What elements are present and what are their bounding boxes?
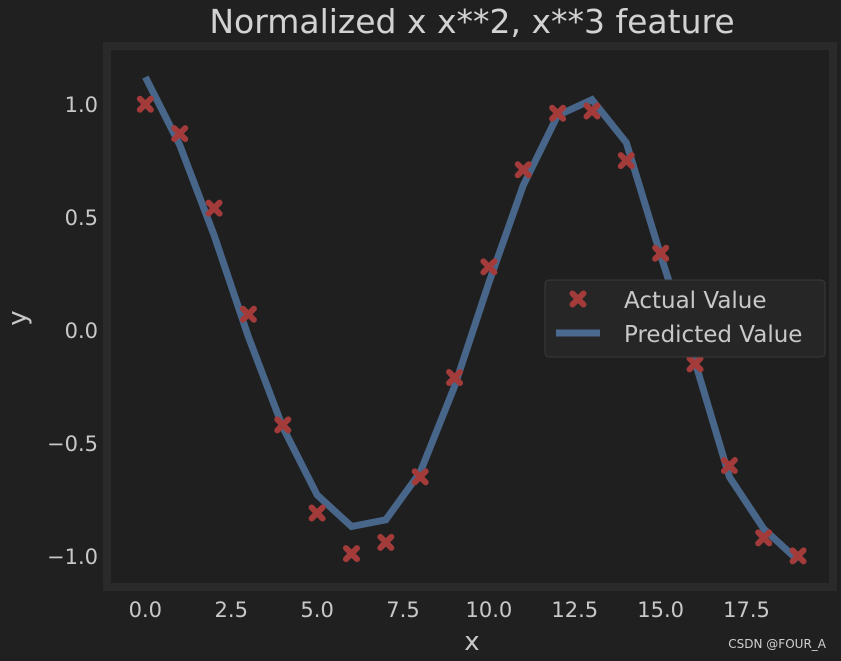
- actual-value-point: [789, 547, 807, 565]
- y-axis-label: y: [3, 310, 33, 325]
- x-tick-label: 5.0: [300, 598, 333, 622]
- legend-actual-x-marker: [569, 290, 587, 308]
- x-tick-label: 17.5: [723, 598, 770, 622]
- y-tick-label: 1.0: [65, 93, 98, 117]
- actual-value-point: [411, 468, 429, 486]
- actual-value-point: [446, 368, 464, 386]
- actual-value-point: [377, 533, 395, 551]
- actual-value-point: [136, 95, 154, 113]
- actual-value-point: [617, 152, 635, 170]
- actual-value-point: [583, 102, 601, 120]
- y-tick-label: −1.0: [47, 545, 98, 569]
- y-tick-label: 0.5: [65, 206, 98, 230]
- actual-value-point: [720, 457, 738, 475]
- actual-value-point: [652, 244, 670, 262]
- actual-value-point: [514, 161, 532, 179]
- x-tick-label: 7.5: [386, 598, 419, 622]
- y-tick-label: 0.0: [65, 319, 98, 343]
- legend-box: [544, 279, 826, 358]
- legend-actual-marker: [569, 290, 587, 308]
- x-tick-label: 10.0: [466, 598, 513, 622]
- legend-predicted-label: Predicted Value: [624, 322, 802, 348]
- x-axis-ticks: 0.0 2.5 5.0 7.5 10.0 12.5 15.0 17.5: [129, 598, 770, 622]
- x-axis-label: x: [464, 627, 479, 657]
- x-tick-label: 15.0: [637, 598, 684, 622]
- watermark: CSDN @FOUR_A: [728, 637, 826, 651]
- actual-value-point: [205, 199, 223, 217]
- chart-title: Normalized x x**2, x**3 feature: [209, 2, 734, 41]
- x-tick-label: 0.0: [129, 598, 162, 622]
- actual-value-point: [308, 504, 326, 522]
- x-tick-label: 12.5: [551, 598, 598, 622]
- actual-value-point: [755, 529, 773, 547]
- legend: Actual Value Predicted Value: [544, 279, 826, 358]
- x-tick-label: 2.5: [215, 598, 248, 622]
- actual-value-point: [171, 125, 189, 143]
- actual-value-point: [686, 355, 704, 373]
- legend-actual-label: Actual Value: [624, 288, 767, 314]
- actual-value-point: [342, 545, 360, 563]
- y-tick-label: −0.5: [47, 432, 98, 456]
- actual-value-point: [274, 416, 292, 434]
- actual-value-point: [480, 258, 498, 276]
- y-axis-ticks: 1.0 0.5 0.0 −0.5 −1.0: [47, 93, 98, 569]
- actual-value-point: [239, 305, 257, 323]
- actual-value-point: [549, 104, 567, 122]
- data-marks: [136, 75, 807, 565]
